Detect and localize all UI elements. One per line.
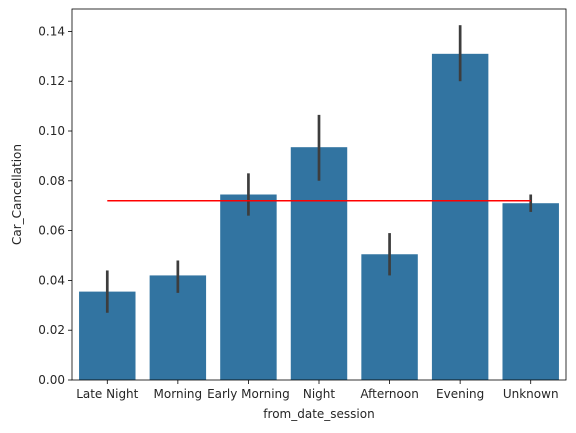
x-tick-label-night: Night	[303, 387, 336, 401]
y-tick-label: 0.00	[38, 373, 65, 387]
x-tick-label-afternoon: Afternoon	[360, 387, 419, 401]
y-tick-label: 0.06	[38, 224, 65, 238]
bars-group	[79, 53, 559, 381]
y-axis: 0.00 0.02 0.04 0.06 0.08 0.10 0.12 0.14	[38, 24, 72, 387]
y-tick-label: 0.04	[38, 273, 65, 287]
y-tick-label: 0.08	[38, 174, 65, 188]
x-tick-label-morning: Morning	[154, 387, 203, 401]
bar-night	[290, 147, 348, 380]
x-tick-label-evening: Evening	[436, 387, 484, 401]
x-tick-label-late-night: Late Night	[76, 387, 138, 401]
y-tick-label: 0.02	[38, 323, 65, 337]
y-tick-label: 0.12	[38, 74, 65, 88]
x-tick-label-unknown: Unknown	[503, 387, 559, 401]
x-tick-label-early-morning: Early Morning	[207, 387, 290, 401]
y-tick-label: 0.14	[38, 24, 65, 38]
x-axis: Late Night Morning Early Morning Night After…	[76, 380, 559, 401]
x-axis-title: from_date_session	[263, 407, 374, 421]
bar-evening	[431, 53, 489, 381]
error-bars-group	[105, 25, 533, 313]
y-tick-label: 0.10	[38, 124, 65, 138]
y-axis-title: Car_Cancellation	[10, 144, 24, 245]
bar-unknown	[502, 203, 559, 380]
bar-early-morning	[220, 194, 277, 380]
